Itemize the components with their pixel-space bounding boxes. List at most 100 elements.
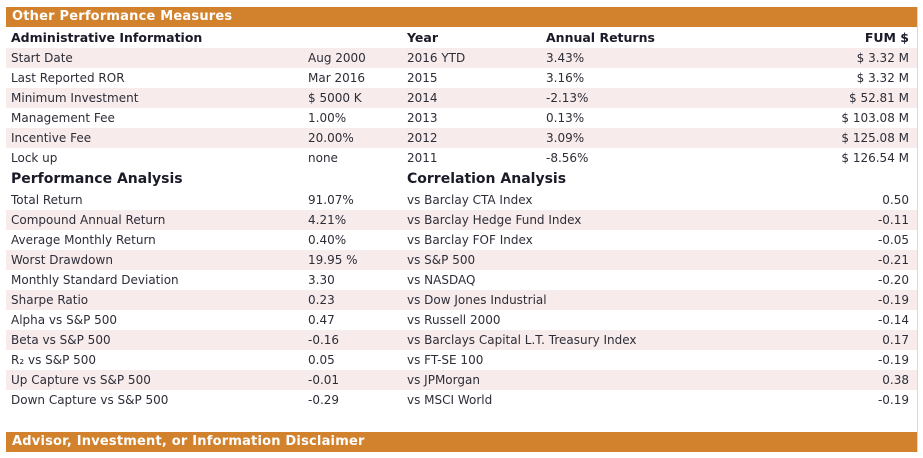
metric-value: 19.95 % (308, 253, 358, 267)
metric-value: 20.00% (308, 131, 354, 145)
correlation-value: -0.21 (877, 253, 909, 267)
metric-value: -0.16 (308, 333, 340, 347)
correlation-value: 0.38 (882, 373, 909, 387)
correlation-value: 0.17 (882, 333, 909, 347)
metric-label: Up Capture vs S&P 500 (11, 373, 151, 387)
metric-label: Alpha vs S&P 500 (11, 313, 118, 327)
metric-label: Lock up (11, 151, 58, 165)
year-cell: 2014 (407, 91, 438, 105)
table-row: Management Fee 1.00% 2013 0.13% $ 103.08 M (6, 108, 917, 128)
correlation-value: -0.19 (877, 393, 909, 407)
column-header-annual-returns: Annual Returns (546, 30, 655, 45)
metric-label: Total Return (11, 193, 83, 207)
page-title: Other Performance Measures (12, 9, 233, 24)
metric-value: -0.01 (308, 373, 340, 387)
metric-label: Start Date (11, 51, 73, 65)
table-row: Up Capture vs S&P 500 -0.01 vs JPMorgan 0.3… (6, 370, 917, 390)
table-row: Incentive Fee 20.00% 2012 3.09% $ 125.08 M (6, 128, 917, 148)
correlation-label: vs Barclay CTA Index (407, 193, 533, 207)
metric-label: Last Reported ROR (11, 71, 125, 85)
metric-label: Management Fee (11, 111, 115, 125)
metric-value: 1.00% (308, 111, 347, 125)
correlation-value: -0.19 (877, 293, 909, 307)
correlation-label: vs S&P 500 (407, 253, 476, 267)
fum-cell: $ 103.08 M (841, 111, 909, 125)
correlation-value: -0.14 (877, 313, 909, 327)
year-cell: 2011 (407, 151, 438, 165)
year-cell: 2013 (407, 111, 438, 125)
performance-measures-panel: Other Performance Measures Administrativ… (6, 7, 918, 452)
metric-value: 3.30 (308, 273, 335, 287)
table-row: Down Capture vs S&P 500 -0.29 vs MSCI Worl… (6, 390, 917, 410)
correlation-value: -0.11 (877, 213, 909, 227)
annual-return-cell: 3.16% (546, 71, 585, 85)
metric-value: 4.21% (308, 213, 347, 227)
metric-label: Worst Drawdown (11, 253, 113, 267)
metric-value: 0.23 (308, 293, 335, 307)
correlation-label: vs Barclay Hedge Fund Index (407, 213, 582, 227)
table-row: Minimum Investment $ 5000 K 2014 -2.13% $ 52… (6, 88, 917, 108)
metric-value: none (308, 151, 338, 165)
table-row: Sharpe Ratio 0.23 vs Dow Jones Industrial -… (6, 290, 917, 310)
annual-return-cell: 3.09% (546, 131, 585, 145)
table-row: Total Return 91.07% vs Barclay CTA Index 0.… (6, 190, 917, 210)
table-row: Alpha vs S&P 500 0.47 vs Russell 2000 -0.14 (6, 310, 917, 330)
performance-analysis-heading: Performance Analysis (11, 171, 183, 187)
correlation-value: -0.05 (877, 233, 909, 247)
analysis-table: Total Return 91.07% vs Barclay CTA Index 0.… (6, 190, 917, 410)
column-header-administrative-information: Administrative Information (11, 30, 203, 45)
metric-value: $ 5000 K (308, 91, 362, 105)
metric-value: Mar 2016 (308, 71, 365, 85)
metric-value: 91.07% (308, 193, 354, 207)
table-row: Monthly Standard Deviation 3.30 vs NASDAQ -… (6, 270, 917, 290)
metric-value: 0.47 (308, 313, 335, 327)
annual-return-cell: 0.13% (546, 111, 585, 125)
table-row: R₂ vs S&P 500 0.05 vs FT-SE 100 -0.19 (6, 350, 917, 370)
analysis-section-header-row: Performance Analysis Correlation Analysi… (6, 168, 917, 190)
table-row: Beta vs S&P 500 -0.16 vs Barclays Capital … (6, 330, 917, 350)
annual-return-cell: 3.43% (546, 51, 585, 65)
metric-label: Down Capture vs S&P 500 (11, 393, 169, 407)
footer-gap (6, 410, 917, 432)
fum-cell: $ 3.32 M (856, 71, 909, 85)
metric-label: Average Monthly Return (11, 233, 156, 247)
correlation-label: vs Barclays Capital L.T. Treasury Index (407, 333, 637, 347)
annual-return-cell: -2.13% (546, 91, 589, 105)
metric-label: Incentive Fee (11, 131, 92, 145)
section-title-bar: Other Performance Measures (6, 7, 917, 27)
metric-label: Compound Annual Return (11, 213, 166, 227)
correlation-analysis-heading: Correlation Analysis (407, 171, 567, 187)
correlation-label: vs Russell 2000 (407, 313, 501, 327)
table-row: Start Date Aug 2000 2016 YTD 3.43% $ 3.32 M (6, 48, 917, 68)
correlation-label: vs Barclay FOF Index (407, 233, 533, 247)
table-row: Lock up none 2011 -8.56% $ 126.54 M (6, 148, 917, 168)
disclaimer-title-bar: Advisor, Investment, or Information Disc… (6, 432, 917, 452)
fum-cell: $ 52.81 M (849, 91, 909, 105)
metric-value: 0.40% (308, 233, 347, 247)
metric-label: Minimum Investment (11, 91, 139, 105)
table-row: Average Monthly Return 0.40% vs Barclay FO… (6, 230, 917, 250)
correlation-value: -0.20 (877, 273, 909, 287)
fum-cell: $ 125.08 M (841, 131, 909, 145)
column-header-year: Year (407, 30, 438, 45)
annual-return-cell: -8.56% (546, 151, 589, 165)
metric-label: Monthly Standard Deviation (11, 273, 179, 287)
fum-cell: $ 3.32 M (856, 51, 909, 65)
metric-value: -0.29 (308, 393, 340, 407)
correlation-label: vs JPMorgan (407, 373, 480, 387)
correlation-label: vs Dow Jones Industrial (407, 293, 547, 307)
metric-label: Sharpe Ratio (11, 293, 89, 307)
correlation-label: vs MSCI World (407, 393, 493, 407)
correlation-label: vs FT-SE 100 (407, 353, 484, 367)
fum-cell: $ 126.54 M (841, 151, 909, 165)
table-row: Compound Annual Return 4.21% vs Barclay He… (6, 210, 917, 230)
metric-label: Beta vs S&P 500 (11, 333, 111, 347)
year-cell: 2015 (407, 71, 438, 85)
metric-label: R₂ vs S&P 500 (11, 353, 97, 367)
disclaimer-title: Advisor, Investment, or Information Disc… (12, 434, 365, 449)
table-row: Last Reported ROR Mar 2016 2015 3.16% $ 3.32… (6, 68, 917, 88)
table-row: Worst Drawdown 19.95 % vs S&P 500 -0.21 (6, 250, 917, 270)
correlation-value: -0.19 (877, 353, 909, 367)
correlation-label: vs NASDAQ (407, 273, 476, 287)
